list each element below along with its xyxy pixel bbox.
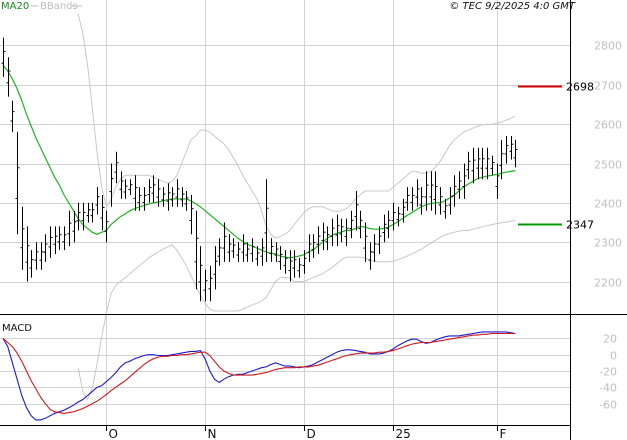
resistance-level-label: 2698	[566, 81, 594, 94]
macd-y-axis-ticks: 20 0 -20 -40 -60	[599, 333, 617, 412]
price-y-tick-label: 2300	[594, 237, 622, 250]
source-credit: © TEC 9/2/2025 4:0 GMT	[449, 1, 576, 12]
price-y-tick-label: 2500	[594, 159, 622, 172]
x-tick-label: F	[500, 427, 507, 440]
price-y-tick-label: 2800	[594, 40, 622, 53]
macd-signal-line	[2, 332, 516, 414]
macd-y-tick-label: 0	[610, 350, 617, 363]
ma20-line-group	[2, 64, 516, 259]
bband-lower-line	[77, 220, 516, 401]
macd-y-tick-label: -60	[599, 399, 617, 412]
resistance-level-label-bg	[565, 80, 595, 93]
macd-panel-label: MACD	[2, 323, 32, 334]
x-axis-ticks: O N D 25 F	[106, 425, 507, 440]
support-level-label-bg	[565, 218, 595, 231]
ma20-line	[2, 64, 516, 259]
bband-upper-line	[77, 13, 516, 239]
legend-bbands: BBands	[40, 1, 78, 12]
level-labels: 2698 2347	[565, 80, 595, 232]
price-y-tick-label: 2700	[594, 80, 622, 93]
x-tick-label: 25	[396, 427, 411, 440]
price-y-tick-label: 2600	[594, 119, 622, 132]
legend-ma20: MA20	[1, 1, 29, 12]
price-bars	[1, 37, 518, 302]
price-y-tick-label: 2200	[594, 277, 622, 290]
price-y-axis-ticks: 2200 2300 2400 2500 2600 2700 2800	[594, 40, 622, 290]
macd-y-tick-label: -40	[599, 382, 617, 395]
x-tick-label: D	[307, 427, 316, 440]
support-level-label: 2347	[566, 219, 594, 232]
x-tick-label: N	[208, 427, 217, 440]
price-level-lines	[518, 85, 562, 226]
x-tick-label: O	[109, 427, 118, 440]
macd-y-tick-label: -20	[599, 366, 617, 379]
price-gridlines	[0, 0, 570, 313]
bollinger-bands	[77, 13, 516, 401]
macd-gridlines	[0, 315, 570, 425]
price-y-tick-label: 2400	[594, 198, 622, 211]
macd-y-tick-label: 20	[603, 333, 617, 346]
macd-lines	[2, 331, 516, 421]
